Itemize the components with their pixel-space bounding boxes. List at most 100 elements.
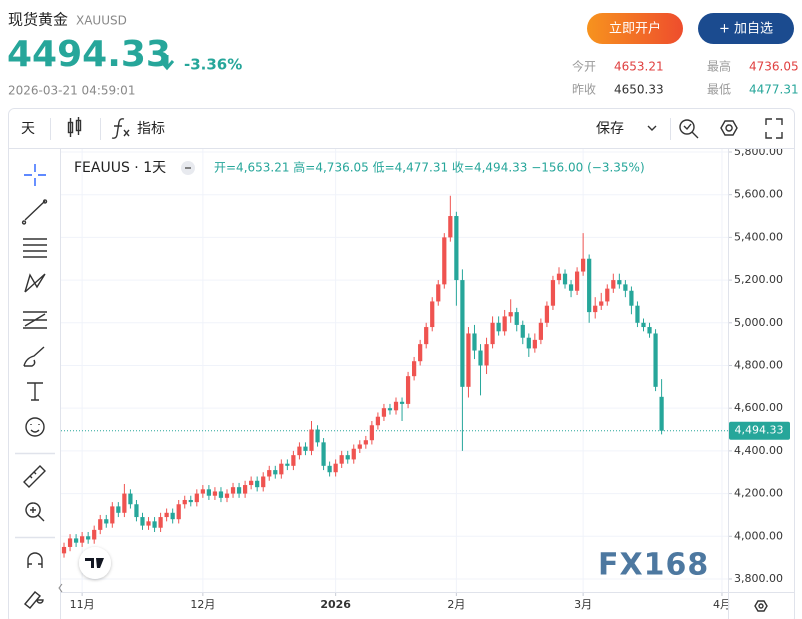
stat-label: 最高 xyxy=(707,59,731,74)
last-price-label: 4,494.33 xyxy=(735,424,784,437)
candle-body xyxy=(538,322,543,340)
candle-body xyxy=(61,546,67,554)
candle-body xyxy=(659,396,664,431)
trendline-tool[interactable] xyxy=(21,199,48,225)
pattern-tool[interactable] xyxy=(24,273,46,293)
candle-body xyxy=(224,493,230,498)
datetime: 2026-03-21 04:59:01 xyxy=(8,84,135,98)
open-account-button[interactable] xyxy=(587,13,683,44)
candle-body xyxy=(339,455,344,464)
text-tool[interactable] xyxy=(27,382,43,401)
candle-body xyxy=(303,446,308,451)
stat-label: 最低 xyxy=(707,83,731,97)
candle-body xyxy=(532,339,537,349)
candle-body xyxy=(345,455,350,460)
x-tick-label: 11月 xyxy=(70,598,95,611)
emoji-tool[interactable] xyxy=(25,417,45,437)
candle-body xyxy=(122,493,127,513)
open-account-label: 立即开户 xyxy=(609,21,661,37)
interval-button[interactable]: 天 xyxy=(21,121,35,137)
y-tick-label: 4,600.00 xyxy=(734,401,783,414)
candle-body xyxy=(158,517,163,528)
fib-tool[interactable] xyxy=(23,238,47,258)
candle-body xyxy=(128,493,133,505)
save-button[interactable]: 保存 xyxy=(596,121,624,137)
candle-body xyxy=(363,440,368,445)
candle-body xyxy=(424,327,429,345)
candle-body xyxy=(67,538,73,547)
candle-type-icon[interactable] xyxy=(67,117,82,137)
candles xyxy=(61,195,664,558)
settings-icon[interactable] xyxy=(720,120,738,136)
candle-body xyxy=(508,312,513,317)
candle-body xyxy=(236,487,242,494)
fullscreen-icon[interactable] xyxy=(765,118,783,139)
axis-settings[interactable] xyxy=(754,600,768,612)
crosshair-tool[interactable] xyxy=(24,164,46,186)
lock-tool[interactable] xyxy=(24,591,44,609)
y-tick-label: 4,400.00 xyxy=(734,444,783,457)
brush-tool[interactable] xyxy=(23,346,45,367)
legend-title: FEAUUS · 1天 xyxy=(74,160,166,176)
candle-body xyxy=(80,536,85,543)
projection-tool[interactable] xyxy=(23,311,47,329)
change: -3.36% xyxy=(184,56,242,74)
candle-body xyxy=(242,485,248,494)
candle-body xyxy=(460,280,465,387)
symbol: XAUUSD xyxy=(76,14,127,28)
candle-body xyxy=(381,408,387,417)
candle-body xyxy=(617,280,622,285)
candle-body xyxy=(635,305,640,323)
stat-value: 4477.31 xyxy=(749,83,799,97)
candle-body xyxy=(104,519,109,524)
candle-body xyxy=(375,416,381,426)
x-tick-label: 2026 xyxy=(320,598,351,611)
indicator-icon[interactable] xyxy=(111,118,130,139)
ruler-tool[interactable] xyxy=(23,465,46,488)
add-watch-button[interactable] xyxy=(698,13,794,44)
candle-body xyxy=(267,470,272,477)
indicators-button[interactable]: 指标 xyxy=(137,121,165,137)
candle-body xyxy=(599,301,604,306)
candle-body xyxy=(593,305,598,313)
candle-body xyxy=(605,288,610,302)
candle-body xyxy=(92,529,97,540)
candle-body xyxy=(641,322,646,328)
candle-body xyxy=(568,284,574,291)
watermark: FX168 xyxy=(598,548,709,583)
candle-body xyxy=(273,470,278,475)
down-arrow xyxy=(159,55,175,71)
candle-body xyxy=(333,463,338,473)
candle-body xyxy=(279,463,284,475)
candle-body xyxy=(146,521,151,526)
candle-body xyxy=(230,487,236,494)
add-watch-label: + 加自选 xyxy=(719,22,773,37)
candle-body xyxy=(623,284,628,291)
x-tick-label: 12月 xyxy=(190,598,215,611)
y-tick-label: 5,200.00 xyxy=(734,273,783,286)
candle-body xyxy=(478,350,483,366)
stat-value: 4650.33 xyxy=(614,83,664,97)
candle-body xyxy=(176,504,181,520)
candle-body xyxy=(387,408,393,411)
candle-body xyxy=(291,455,296,466)
candle-body xyxy=(140,517,145,526)
candle-body xyxy=(212,491,218,496)
title: 现货黄金 xyxy=(8,11,68,29)
candle-body xyxy=(514,312,519,325)
zoom-tool[interactable] xyxy=(25,502,45,522)
candle-body xyxy=(188,499,193,503)
candle-body xyxy=(611,280,616,289)
alert-icon[interactable] xyxy=(679,119,699,139)
collapse-arrow[interactable] xyxy=(58,583,63,593)
candle-body xyxy=(556,273,562,281)
candle-body xyxy=(261,476,266,488)
stat-value: 4736.05 xyxy=(749,60,799,74)
magnet-tool[interactable] xyxy=(27,552,43,568)
y-tick-label: 5,800.00 xyxy=(734,145,783,158)
x-tick-label: 2月 xyxy=(447,598,465,611)
candle-body xyxy=(436,284,441,302)
tv-logo[interactable] xyxy=(79,547,111,579)
candle-body xyxy=(418,344,423,362)
